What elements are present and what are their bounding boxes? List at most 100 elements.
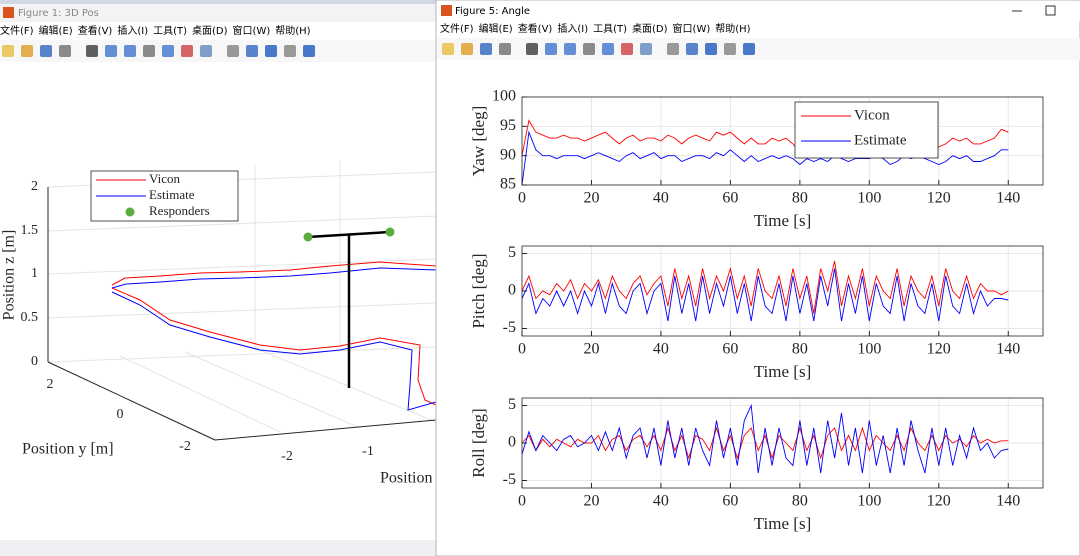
tool-icon[interactable] (686, 43, 698, 55)
legend-label: Responders (149, 203, 210, 218)
vicon-trajectory (111, 287, 437, 406)
menu-item[interactable]: 工具(T) (153, 25, 187, 37)
legend-label: Vicon (149, 171, 180, 186)
tool-icon[interactable] (564, 43, 576, 55)
background-strip (0, 0, 436, 4)
z-tick-label: 0 (31, 354, 38, 369)
menu-item[interactable]: 编辑(E) (39, 24, 73, 37)
tool-icon[interactable] (640, 43, 652, 55)
x-tick-label: 20 (583, 190, 599, 207)
tool-icon[interactable] (246, 45, 258, 57)
x-tick-label: 60 (722, 341, 738, 358)
tool-icon[interactable] (200, 45, 212, 57)
y-axis-label: Position y [m] (22, 441, 114, 458)
figure-area (0, 62, 436, 540)
tool-icon[interactable] (499, 43, 511, 55)
tool-icon[interactable] (59, 45, 71, 57)
toolbar (437, 38, 1080, 60)
y-tick-label: 2 (47, 377, 54, 392)
tool-icon[interactable] (40, 45, 52, 57)
y-tick-label: 100 (492, 88, 516, 105)
tool-icon[interactable] (621, 43, 633, 55)
menu-item[interactable]: 文件(F) (0, 24, 34, 37)
z-tick-label: 0.5 (21, 310, 39, 325)
tool-icon[interactable] (461, 43, 473, 55)
menu-item[interactable]: 编辑(E) (479, 22, 513, 35)
tool-icon[interactable] (743, 43, 755, 55)
tool-icon[interactable] (724, 43, 736, 55)
tool-icon[interactable] (284, 45, 296, 57)
x-tick-label: 80 (792, 341, 808, 358)
menu-bar (0, 22, 436, 40)
tool-icon[interactable] (667, 43, 679, 55)
menu-item[interactable]: 插入(I) (557, 22, 588, 35)
tool-icon[interactable] (162, 45, 174, 57)
x-tick-label: 100 (857, 493, 881, 510)
y-tick-label: -5 (503, 471, 516, 488)
tool-icon[interactable] (583, 43, 595, 55)
menu-item[interactable]: 帮助(H) (715, 22, 750, 35)
tool-icon[interactable] (705, 43, 717, 55)
menu-item[interactable]: 查看(V) (78, 24, 113, 37)
z-tick-label: 1 (31, 266, 38, 281)
grid-3d (47, 160, 437, 441)
x-tick-label: 120 (927, 493, 951, 510)
z-ticks: 0 0.5 1 1.5 2 2 0 -2 -2 -1 (21, 179, 374, 464)
x-tick-label: -2 (281, 449, 293, 464)
menu-item[interactable]: 查看(V) (518, 22, 553, 35)
tool-icon[interactable] (227, 45, 239, 57)
series-line (521, 403, 1009, 474)
y-tick-label: 0 (508, 282, 516, 299)
menu-item[interactable]: 文件(F) (440, 22, 474, 35)
y-axis-label: Roll [deg] (469, 408, 488, 477)
y-tick-label: -2 (179, 439, 191, 454)
tool-icon[interactable] (2, 45, 14, 57)
menu: 文件(F) 编辑(E) 查看(V) 插入(I) 工具(T) 桌面(D) 窗口(W) 帮助(H) (0, 24, 311, 37)
tool-icon[interactable] (86, 45, 98, 57)
tool-icon[interactable] (143, 45, 155, 57)
menu-item[interactable]: 窗口(W) (673, 22, 711, 35)
tool-icon[interactable] (105, 45, 117, 57)
tool-icon[interactable] (303, 45, 315, 57)
x-tick-label: 20 (583, 493, 599, 510)
x-tick-label: 80 (792, 493, 808, 510)
x-tick-label: 40 (653, 190, 669, 207)
estimate-trajectory (111, 267, 437, 289)
responder (385, 227, 395, 237)
y-tick-label: 5 (508, 396, 516, 413)
series-line (521, 130, 1009, 186)
y-axis-label: Yaw [deg] (469, 106, 488, 177)
tool-icon[interactable] (526, 43, 538, 55)
tool-icon[interactable] (602, 43, 614, 55)
y-tick-label: 95 (500, 117, 516, 134)
x-axis-label: Time [s] (754, 514, 811, 533)
tool-icon[interactable] (265, 45, 277, 57)
x-tick-label: 60 (722, 190, 738, 207)
maximize-button[interactable] (1045, 5, 1056, 16)
legend-box (794, 101, 939, 159)
menu-item[interactable]: 桌面(D) (632, 22, 668, 35)
menu-item[interactable]: 帮助(H) (275, 24, 310, 37)
x-tick-label: 80 (792, 190, 808, 207)
menu-item[interactable]: 窗口(W) (233, 24, 271, 37)
toolbar-icons (2, 45, 315, 57)
menu-item[interactable]: 插入(I) (117, 24, 148, 37)
menu-item[interactable]: 工具(T) (593, 23, 627, 35)
y-axis-label: Pitch [deg] (469, 253, 488, 328)
tool-icon[interactable] (21, 45, 33, 57)
x-tick-label: 120 (927, 190, 951, 207)
x-tick-label: 0 (518, 341, 526, 358)
estimate-trajectory (111, 291, 437, 411)
tool-icon[interactable] (480, 43, 492, 55)
y-tick-label: 85 (500, 176, 516, 193)
tool-icon[interactable] (442, 43, 454, 55)
x-tick-label: 0 (518, 493, 526, 510)
toolbar-icons (442, 43, 755, 55)
z-tick-label: 2 (31, 179, 38, 194)
title-bar (0, 4, 436, 22)
tool-icon[interactable] (124, 45, 136, 57)
x-tick-label: 20 (583, 341, 599, 358)
menu-item[interactable]: 桌面(D) (192, 24, 228, 37)
tool-icon[interactable] (545, 43, 557, 55)
tool-icon[interactable] (181, 45, 193, 57)
